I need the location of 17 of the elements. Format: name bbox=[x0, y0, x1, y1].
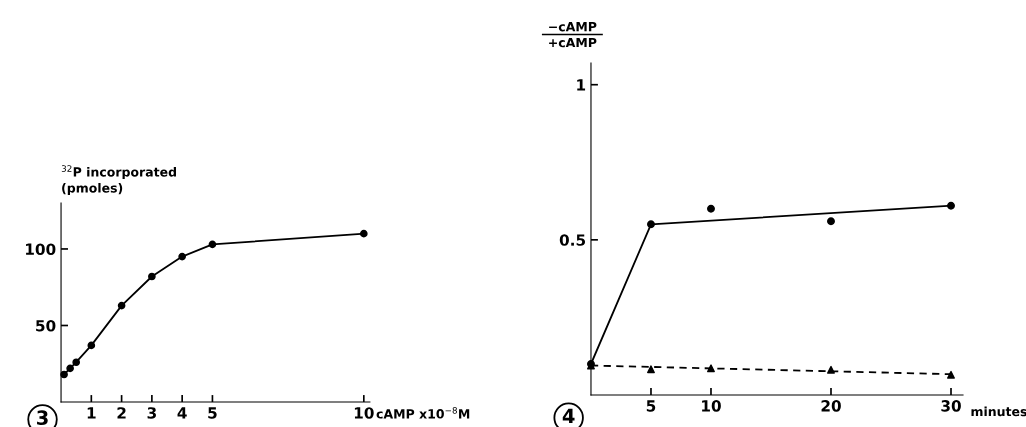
y-tick-label: 50 bbox=[36, 319, 56, 332]
x-axis-title: minutes bbox=[971, 406, 1026, 417]
x-tick-label: 3 bbox=[147, 407, 156, 419]
y-tick-label: 100 bbox=[26, 243, 56, 255]
x-tick-label: 5 bbox=[646, 400, 656, 412]
x-tick-label: 5 bbox=[208, 407, 217, 419]
x-axis-title: cAMP x10$^{−8}$M bbox=[376, 407, 470, 419]
x-tick-label: 1 bbox=[87, 407, 96, 419]
x-tick-label: 20 bbox=[821, 400, 841, 412]
x-tick-label: 4 bbox=[177, 407, 187, 419]
x-tick-label: 10 bbox=[354, 407, 374, 419]
x-tick-label: 30 bbox=[941, 400, 961, 412]
y-axis-title: $^{32}$P incorporated (pmoles) bbox=[61, 165, 176, 196]
y-tick-label: 0.5 bbox=[559, 234, 586, 246]
x-tick-label: 2 bbox=[117, 407, 126, 419]
y-axis-title: −cAMP +cAMP bbox=[549, 22, 597, 48]
x-tick-label: 10 bbox=[702, 400, 721, 412]
